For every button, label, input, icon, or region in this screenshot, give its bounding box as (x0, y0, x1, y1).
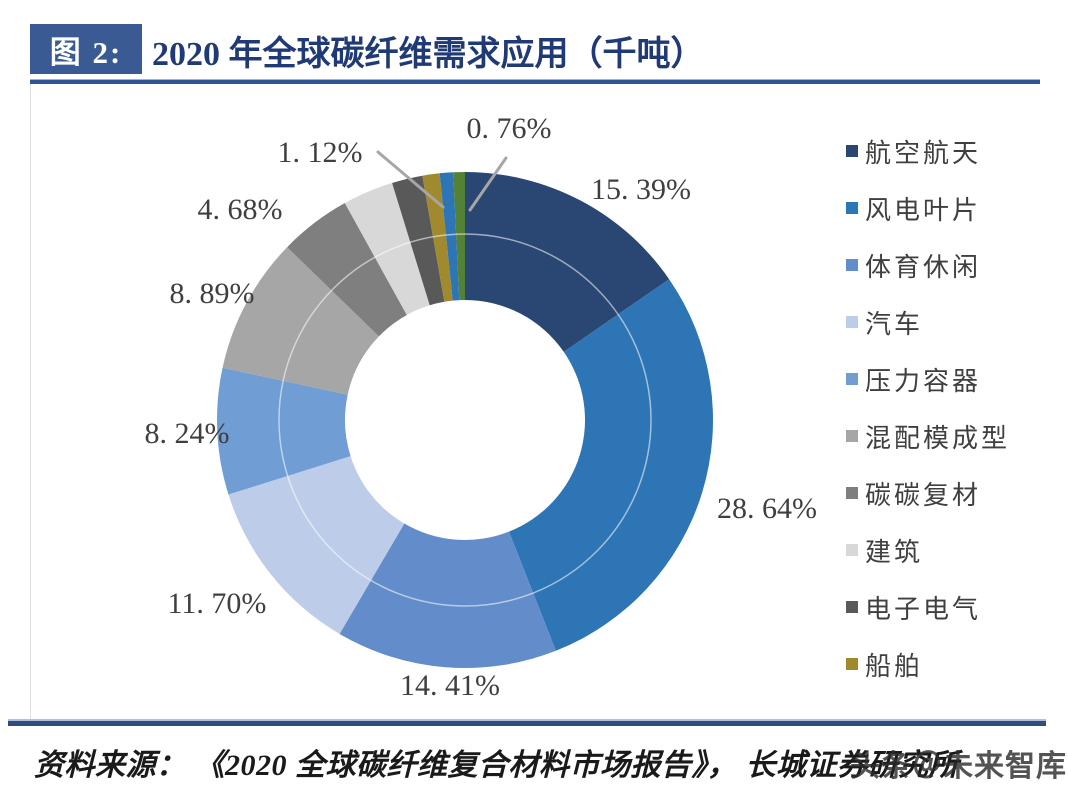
percent-label: 0. 76% (467, 112, 552, 145)
donut-segment-航空航天 (465, 172, 670, 352)
donut-segment-体育休闲 (339, 523, 556, 668)
percent-label: 8. 24% (145, 417, 230, 450)
percent-label: 8. 89% (170, 277, 255, 310)
percent-label: 11. 70% (168, 587, 267, 620)
plot-left-border (30, 84, 31, 720)
percent-label: 15. 39% (591, 173, 691, 206)
legend-swatch-icon (846, 658, 858, 670)
inner-guide-ring (278, 233, 652, 607)
legend-label: 建筑 (865, 537, 924, 567)
legend-swatch-icon (846, 487, 858, 499)
donut-segment-混配模成型 (222, 247, 379, 395)
legend-item: 电子电气 (846, 579, 981, 635)
legend-label: 碳碳复材 (865, 480, 982, 510)
legend-swatch-icon (846, 430, 858, 442)
legend-swatch-icon (846, 544, 858, 556)
legend-swatch-icon (846, 316, 858, 328)
figure-tag: 图 2: (30, 24, 142, 74)
percent-label: 28. 64% (717, 492, 817, 525)
donut-segment-建筑 (344, 182, 430, 316)
legend-item: 风电叶片 (846, 180, 981, 236)
legend-swatch-icon (846, 202, 858, 214)
legend-label: 电子电气 (865, 594, 982, 624)
percent-label: 14. 41% (400, 669, 500, 702)
source-note: 资料来源： 《2020 全球碳纤维复合材料市场报告》， 长城证券研究所 (34, 749, 959, 782)
donut-segment-汽车 (228, 456, 405, 634)
donut-segment-风电叶片 (508, 279, 713, 651)
label-leader-line (376, 150, 445, 209)
legend-item: 航空航天 (846, 123, 981, 179)
legend-swatch-icon (846, 601, 858, 613)
header-rule (30, 79, 1040, 84)
legend-label: 体育休闲 (865, 252, 982, 282)
percent-label: 4. 68% (198, 193, 283, 226)
legend-swatch-icon (846, 145, 858, 157)
legend-item: 碳碳复材 (846, 465, 981, 521)
legend-label: 航空航天 (865, 138, 982, 168)
legend-item: 体育休闲 (846, 237, 981, 293)
legend-label: 汽车 (865, 309, 924, 339)
legend-label: 风电叶片 (865, 195, 982, 225)
legend-item: 混配模成型 (846, 408, 1010, 464)
donut-segment-unlabeled-green-sliver (453, 172, 465, 301)
donut-segment-碳碳复材 (287, 203, 407, 337)
label-leader-line (468, 156, 508, 212)
legend-item: 建筑 (846, 522, 923, 578)
legend-item: 汽车 (846, 294, 923, 350)
legend-swatch-icon (846, 259, 858, 271)
legend-label: 船舶 (865, 651, 924, 681)
legend-label: 压力容器 (865, 366, 982, 396)
chart-title: 2020 年全球碳纤维需求应用（千吨） (152, 36, 705, 73)
legend-item: 船舶 (846, 636, 923, 692)
legend-label: 混配模成型 (865, 423, 1011, 453)
percent-label: 1. 12% (278, 136, 363, 169)
legend-item: 压力容器 (846, 351, 981, 407)
legend-swatch-icon (846, 373, 858, 385)
watermark: 头条＠未来智库 (850, 750, 1067, 783)
donut-segment-船舶 (422, 173, 453, 302)
bottom-rule (8, 719, 1046, 726)
donut-segment-压力容器 (216, 367, 351, 495)
donut-segment-unlabeled-blue-sliver (439, 172, 460, 301)
